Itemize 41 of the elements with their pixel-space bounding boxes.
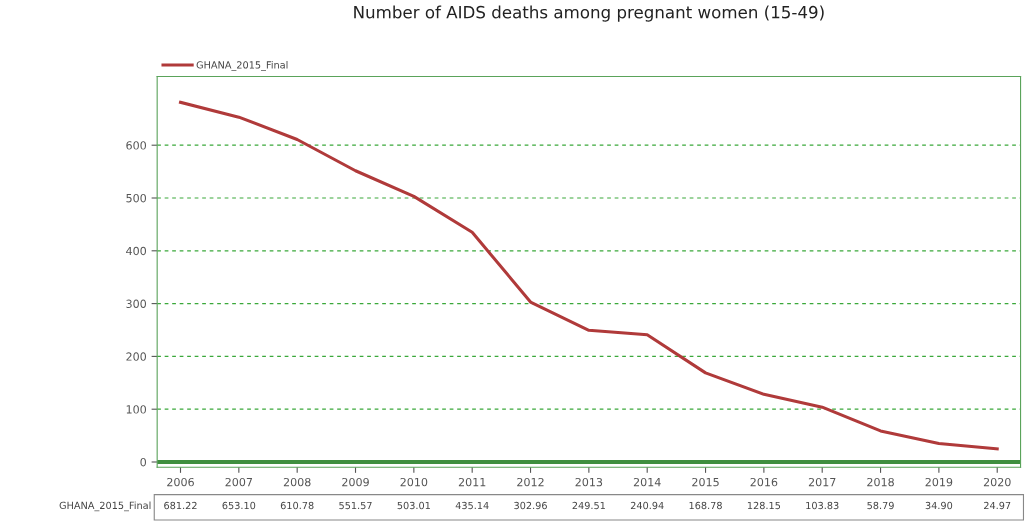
y-tick-label: 500: [126, 193, 147, 203]
data-label: 128.15: [747, 501, 781, 510]
data-label: 58.79: [867, 501, 894, 510]
x-tick-label: 2012: [517, 477, 544, 487]
data-label: 653.10: [222, 501, 256, 510]
data-label: 168.78: [689, 501, 722, 510]
data-label: 302.96: [514, 501, 547, 510]
text: GHANA_2015_Final: [59, 501, 151, 512]
x-tick-label: 2013: [575, 477, 603, 487]
y-tick-label: 600: [126, 141, 147, 150]
data-label: 435.14: [455, 501, 489, 510]
data-label: 24.97: [984, 501, 1011, 510]
data-label: 551.57: [339, 501, 372, 510]
data-label: 34.90: [925, 501, 953, 510]
x-tick-label: 2018: [867, 477, 894, 487]
x-tick-label: 2008: [283, 477, 311, 487]
y-tick-label: 400: [126, 246, 147, 256]
x-tick-label: 2010: [400, 477, 428, 487]
y-tick-label: 100: [126, 405, 147, 414]
data-label: 610.78: [280, 501, 314, 510]
x-tick-label: 2017: [808, 477, 836, 487]
x-tick-label: 2011: [458, 477, 486, 487]
data-label: 681.22: [164, 501, 197, 510]
x-tick-label: 2019: [925, 477, 953, 487]
chart-title: Number of AIDS deaths among pregnant women (15-49): [354, 5, 824, 22]
data-label: 249.51: [572, 501, 605, 510]
x-tick-label: 2020: [983, 477, 1011, 487]
x-tick-label: 2015: [692, 477, 719, 487]
x-tick-label: 2007: [225, 477, 253, 487]
x-tick-label: 2016: [750, 477, 778, 487]
x-tick-label: 2009: [342, 477, 369, 487]
y-tick-label: 0: [140, 457, 147, 467]
data-label: 240.94: [630, 501, 664, 510]
x-tick-label: 2014: [633, 477, 661, 487]
data-label: 103.83: [806, 501, 839, 510]
data-label: 503.01: [397, 501, 430, 510]
legend-label: GHANA_2015_Final: [196, 61, 288, 71]
x-tick-label: 2006: [167, 477, 194, 487]
y-tick-label: 200: [126, 352, 147, 361]
line-series: [178, 100, 999, 451]
y-tick-label: 300: [126, 299, 147, 308]
